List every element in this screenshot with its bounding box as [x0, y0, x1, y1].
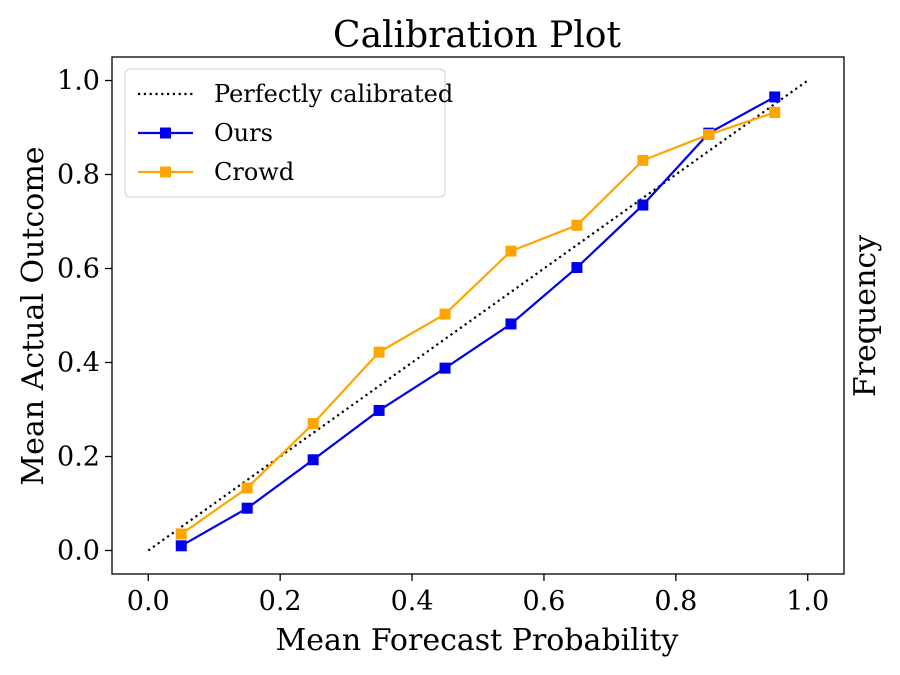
perfectly-calibrated-line: [147, 79, 809, 552]
legend-marker-crowd: [160, 166, 171, 178]
data-point-crowd: [571, 219, 583, 231]
data-point-crowd: [175, 528, 187, 540]
y-axis-label: Mean Actual Outcome: [16, 146, 51, 485]
legend-marker-ours: [160, 127, 171, 139]
x-tick-label: 0.2: [259, 586, 302, 617]
data-point-crowd: [505, 245, 517, 257]
series-layer: [175, 91, 781, 552]
series-line-crowd: [180, 111, 776, 535]
data-point-ours: [769, 91, 781, 103]
x-tick-label: 0.8: [654, 586, 697, 617]
x-axis: 0.0 0.2 0.4 0.6 0.8 1.0: [127, 574, 829, 617]
x-tick-label: 0.0: [127, 586, 170, 617]
data-point-crowd: [703, 129, 715, 141]
data-point-crowd: [307, 418, 319, 430]
reference-line-layer: [147, 79, 809, 552]
y-axis: 0.0 0.2 0.4 0.6 0.8 1.0: [57, 66, 112, 567]
data-point-crowd: [373, 346, 385, 358]
legend-label-perfectly-calibrated: Perfectly calibrated: [214, 80, 453, 108]
data-point-ours: [439, 362, 451, 374]
plot-frame: [111, 56, 845, 575]
y-tick-label: 0.0: [57, 536, 100, 567]
y-tick-label: 0.4: [57, 348, 100, 379]
legend: Perfectly calibrated Ours Crowd: [124, 68, 453, 198]
data-point-ours: [505, 318, 517, 330]
series-line-ours: [180, 95, 776, 547]
data-point-crowd: [769, 106, 781, 118]
plot-area: [111, 56, 845, 575]
x-tick-label: 0.4: [391, 586, 434, 617]
x-tick-label: 0.6: [522, 586, 565, 617]
x-axis-label: Mean Forecast Probability: [276, 623, 679, 658]
x-tick-label: 1.0: [786, 586, 829, 617]
y-tick-label: 0.6: [57, 254, 100, 285]
legend-label-crowd: Crowd: [214, 158, 294, 186]
data-point-ours: [637, 199, 649, 211]
data-point-ours: [175, 540, 187, 552]
data-point-ours: [241, 502, 253, 514]
y-tick-label: 1.0: [57, 66, 100, 97]
y-tick-label: 0.2: [57, 442, 100, 473]
y-tick-label: 0.8: [57, 160, 100, 191]
legend-box: [124, 68, 446, 198]
data-point-crowd: [637, 154, 649, 166]
data-point-ours: [571, 262, 583, 274]
data-point-crowd: [241, 482, 253, 494]
legend-label-ours: Ours: [214, 119, 273, 147]
data-point-ours: [307, 454, 319, 466]
y2-axis-label: Frequency: [848, 235, 883, 397]
data-point-crowd: [439, 308, 451, 320]
data-point-ours: [373, 404, 385, 416]
chart-title: Calibration Plot: [333, 15, 621, 56]
